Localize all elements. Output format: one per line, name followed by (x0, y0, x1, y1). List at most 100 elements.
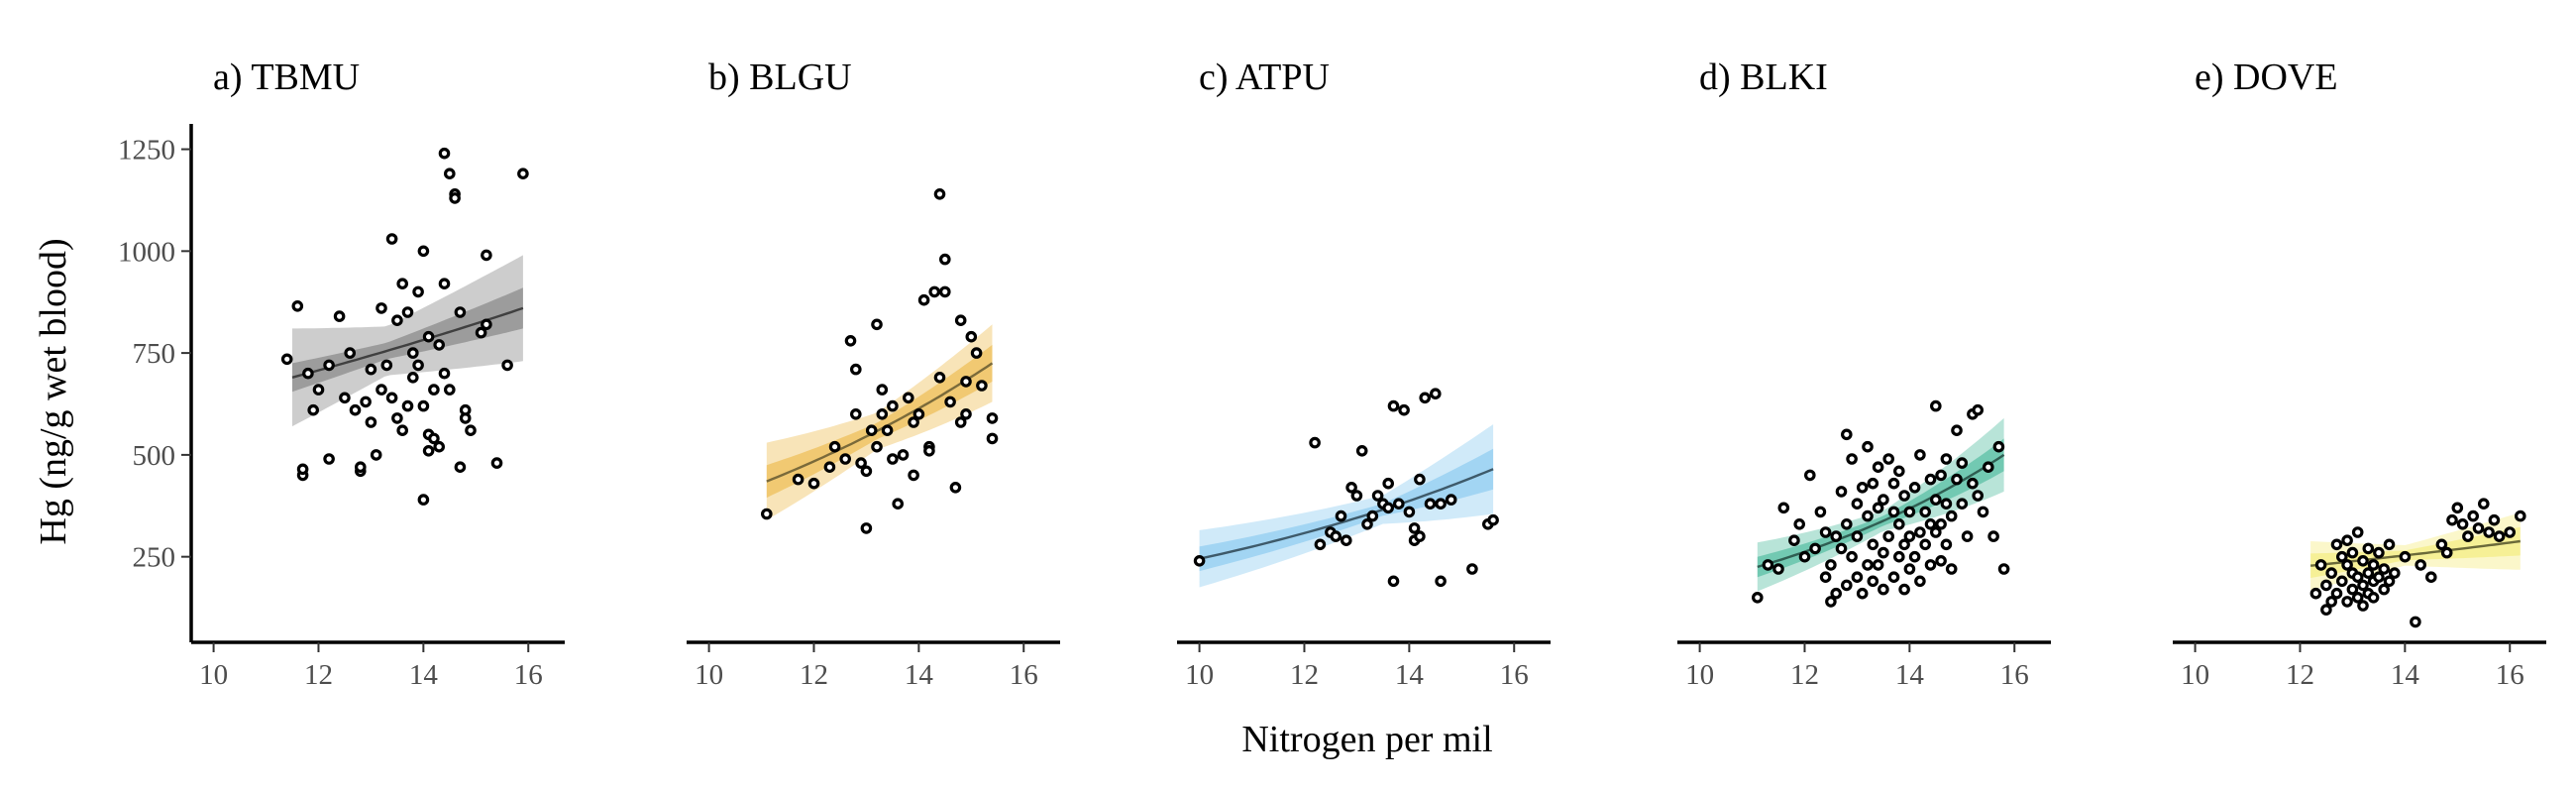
x-tick-label: 12 (1790, 659, 1819, 691)
data-point (2399, 550, 2412, 563)
data-point (1903, 506, 1916, 518)
data-point (897, 449, 910, 461)
data-point (1919, 506, 1931, 518)
data-point (2435, 538, 2448, 551)
data-point (1403, 506, 1416, 518)
data-point (2467, 510, 2479, 522)
data-point (2493, 530, 2506, 542)
data-point (1398, 403, 1410, 416)
data-point (1935, 554, 1947, 567)
data-point (2346, 546, 2359, 559)
data-point (1940, 453, 1953, 465)
data-point (807, 477, 820, 490)
panel-title: d) BLKI (1699, 57, 1828, 98)
data-point (1872, 502, 1884, 514)
data-point (2425, 571, 2437, 583)
data-point (902, 392, 914, 404)
x-tick-label: 10 (1685, 659, 1714, 691)
data-point (1977, 506, 1989, 518)
data-point (976, 380, 988, 392)
data-point (908, 416, 919, 428)
data-point (917, 293, 930, 306)
data-point (986, 412, 999, 424)
data-point (438, 147, 451, 160)
data-point (291, 299, 304, 312)
data-point (459, 403, 472, 416)
credible-band-outer (292, 255, 523, 427)
data-point (401, 306, 414, 318)
data-point (1851, 530, 1864, 542)
data-point (892, 498, 904, 510)
y-tick-label: 1250 (118, 135, 175, 167)
x-tick-label: 14 (905, 659, 934, 691)
data-point (438, 367, 451, 380)
data-point (2341, 559, 2353, 571)
data-point (2440, 546, 2453, 559)
data-point (380, 359, 393, 372)
data-point (1987, 530, 1999, 542)
x-tick-label: 16 (1010, 659, 1038, 691)
data-point (1956, 498, 1969, 510)
data-point (1887, 477, 1900, 490)
x-tick-label: 12 (304, 659, 333, 691)
data-point (954, 314, 967, 326)
data-point (465, 424, 477, 436)
x-tick-label: 10 (2181, 659, 2209, 691)
fit-line (1757, 453, 2005, 569)
data-point (1361, 517, 1373, 530)
data-point (1851, 571, 1864, 583)
data-point (2357, 554, 2369, 567)
y-tick-label: 250 (133, 542, 176, 574)
data-point (2451, 502, 2464, 514)
data-point (2378, 563, 2390, 575)
x-tick-label: 16 (2000, 659, 2029, 691)
data-point (1972, 403, 1984, 416)
data-point (2367, 591, 2380, 604)
data-point (1841, 517, 1853, 530)
data-point (1193, 554, 1206, 567)
data-point (1330, 530, 1342, 542)
credible-band-inner (1757, 438, 2004, 578)
data-point (2309, 587, 2322, 600)
data-point (1935, 469, 1947, 482)
data-point (1825, 596, 1837, 608)
data-point (1430, 388, 1442, 399)
data-point (1961, 530, 1974, 542)
data-point (339, 392, 351, 404)
data-point (2446, 513, 2458, 526)
data-point (1919, 538, 1931, 551)
data-point (2314, 559, 2327, 571)
data-point (2472, 522, 2485, 534)
x-tick-label: 16 (1500, 659, 1529, 691)
data-point (296, 463, 309, 476)
data-point (1898, 538, 1910, 551)
panel-0: a) TBMU 10 12 14 16 250 500 750 1000 1250 (118, 57, 565, 691)
data-point (517, 168, 529, 179)
data-point (2383, 575, 2396, 588)
data-point (2351, 571, 2364, 583)
x-tick-label: 10 (695, 659, 723, 691)
data-point (1414, 473, 1426, 486)
data-point (1825, 559, 1837, 571)
data-point (1930, 526, 1942, 538)
data-point (1382, 477, 1394, 490)
data-point (2488, 513, 2501, 526)
data-point (1867, 575, 1879, 588)
x-tick-label: 14 (2391, 659, 2420, 691)
data-point (1393, 498, 1405, 510)
data-point (501, 359, 513, 372)
data-point (312, 384, 325, 396)
data-point (1408, 522, 1421, 534)
x-tick-label: 14 (1395, 659, 1425, 691)
data-point (2415, 559, 2426, 571)
data-point (2320, 604, 2332, 616)
data-point (986, 432, 999, 445)
data-point (2373, 546, 2385, 559)
data-point (1945, 563, 1958, 575)
panels: a) TBMU 10 12 14 16 250 500 750 1000 1250 b) BLGU 1… (118, 57, 2546, 691)
data-point (1414, 530, 1426, 542)
data-point (385, 233, 398, 245)
data-point (401, 399, 414, 412)
panel-3: d) BLKI 10 12 14 16 (1677, 57, 2051, 691)
